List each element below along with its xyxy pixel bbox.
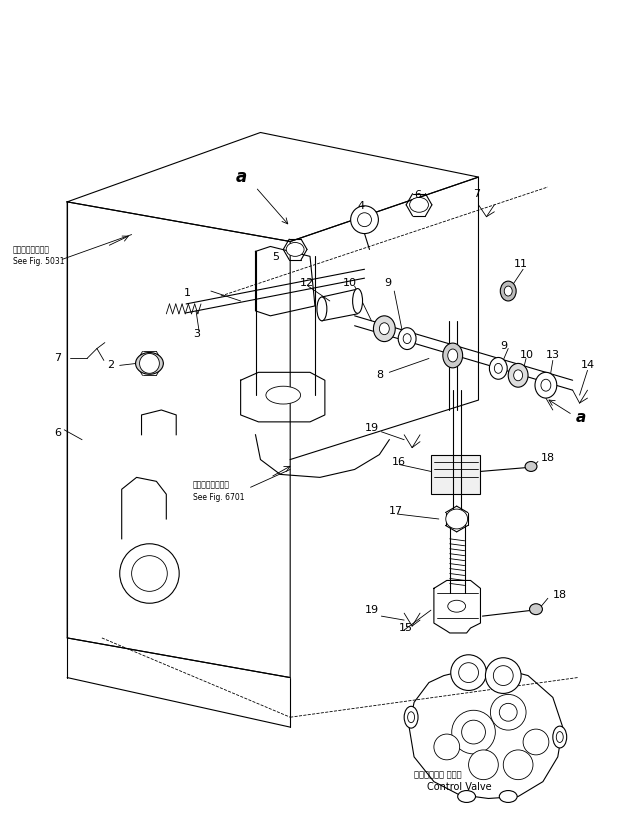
- Ellipse shape: [499, 791, 517, 802]
- Ellipse shape: [514, 370, 522, 381]
- Ellipse shape: [529, 604, 542, 614]
- Text: Control Valve: Control Valve: [427, 782, 491, 792]
- Ellipse shape: [494, 363, 503, 373]
- Text: コントロール バルブ: コントロール バルブ: [414, 770, 462, 779]
- Ellipse shape: [266, 386, 300, 404]
- Circle shape: [503, 750, 533, 779]
- Ellipse shape: [410, 197, 429, 212]
- Text: 14: 14: [580, 361, 595, 370]
- Circle shape: [523, 730, 549, 755]
- Text: 8: 8: [376, 370, 384, 380]
- Ellipse shape: [404, 707, 418, 728]
- Bar: [431, 455, 480, 494]
- Ellipse shape: [508, 363, 528, 387]
- Ellipse shape: [525, 462, 537, 472]
- Text: 12: 12: [300, 278, 314, 288]
- Text: 3: 3: [193, 329, 200, 339]
- Ellipse shape: [500, 282, 516, 301]
- Ellipse shape: [373, 316, 395, 342]
- Ellipse shape: [446, 509, 468, 529]
- Ellipse shape: [504, 286, 512, 296]
- Text: See Fig. 6701: See Fig. 6701: [193, 493, 244, 502]
- Ellipse shape: [136, 353, 164, 375]
- Text: 13: 13: [546, 351, 560, 361]
- Text: 第６７０１図参照: 第６７０１図参照: [193, 481, 230, 490]
- Circle shape: [493, 666, 513, 685]
- Text: 2: 2: [107, 361, 114, 370]
- Text: 11: 11: [514, 259, 528, 269]
- Text: a: a: [236, 168, 247, 186]
- Ellipse shape: [448, 349, 458, 362]
- Text: 18: 18: [541, 453, 555, 463]
- Text: 7: 7: [54, 353, 62, 363]
- Circle shape: [468, 750, 498, 779]
- Circle shape: [132, 556, 167, 592]
- Text: 15: 15: [399, 623, 413, 633]
- Text: 5: 5: [272, 252, 279, 263]
- Ellipse shape: [458, 791, 475, 802]
- Text: 9: 9: [500, 340, 508, 351]
- Circle shape: [434, 734, 460, 760]
- Ellipse shape: [407, 712, 415, 723]
- Ellipse shape: [448, 601, 466, 612]
- Ellipse shape: [353, 289, 363, 313]
- Ellipse shape: [490, 357, 507, 379]
- Text: 19: 19: [364, 605, 379, 615]
- Ellipse shape: [317, 297, 327, 321]
- Text: 第５０３１図参照: 第５０３１図参照: [12, 245, 50, 254]
- Text: 1: 1: [184, 288, 191, 298]
- Text: 18: 18: [553, 590, 567, 601]
- Circle shape: [458, 663, 478, 682]
- Ellipse shape: [535, 372, 557, 398]
- Ellipse shape: [403, 334, 411, 344]
- Text: 19: 19: [364, 423, 379, 432]
- Circle shape: [452, 710, 495, 754]
- Circle shape: [139, 353, 159, 373]
- Circle shape: [485, 658, 521, 694]
- Ellipse shape: [443, 343, 463, 368]
- Text: 10: 10: [520, 351, 534, 361]
- Text: 6: 6: [54, 428, 62, 437]
- Ellipse shape: [398, 328, 416, 349]
- Circle shape: [451, 654, 486, 690]
- Ellipse shape: [286, 242, 304, 256]
- Text: 17: 17: [389, 506, 404, 516]
- Circle shape: [462, 721, 485, 744]
- Circle shape: [351, 206, 378, 233]
- Circle shape: [119, 543, 179, 603]
- Text: 7: 7: [473, 189, 481, 199]
- Ellipse shape: [553, 726, 567, 748]
- Text: 4: 4: [358, 201, 364, 211]
- Polygon shape: [409, 667, 563, 799]
- Circle shape: [499, 703, 517, 721]
- Text: a: a: [575, 410, 586, 425]
- Text: 16: 16: [392, 456, 406, 467]
- Text: See Fig. 5031: See Fig. 5031: [12, 257, 64, 266]
- Text: 9: 9: [384, 278, 391, 288]
- Ellipse shape: [556, 732, 564, 743]
- Text: 6: 6: [414, 190, 421, 200]
- Ellipse shape: [541, 379, 551, 391]
- Circle shape: [490, 694, 526, 730]
- Ellipse shape: [379, 323, 389, 335]
- Text: 10: 10: [343, 278, 356, 288]
- Circle shape: [358, 213, 371, 227]
